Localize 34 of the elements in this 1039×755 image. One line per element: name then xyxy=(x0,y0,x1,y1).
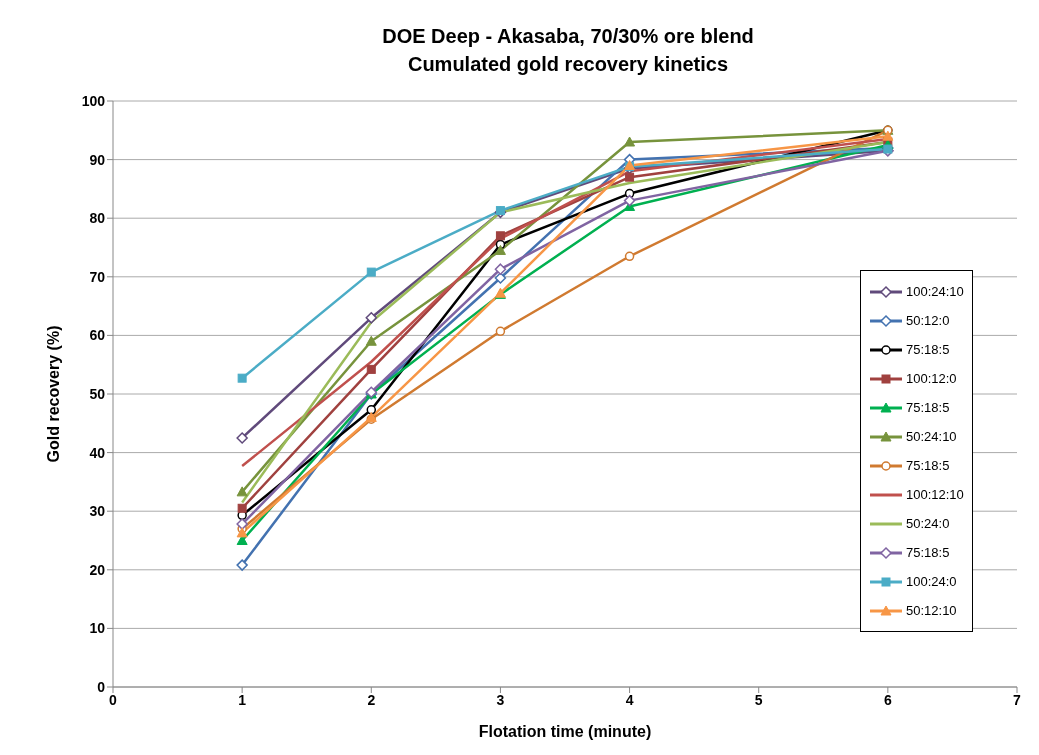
y-tick-label: 30 xyxy=(89,503,106,520)
legend-label: 100:12:0 xyxy=(906,371,957,386)
x-tick-label: 2 xyxy=(367,691,376,708)
legend-label: 75:18:5 xyxy=(906,400,950,415)
legend-label: 100:24:10 xyxy=(906,284,964,299)
legend-label: 50:12:0 xyxy=(906,313,950,328)
y-tick-label: 40 xyxy=(89,444,106,461)
x-tick-label: 4 xyxy=(625,691,634,708)
y-tick-label: 80 xyxy=(89,210,106,227)
legend-label: 75:18:5 xyxy=(906,458,950,473)
x-tick-label: 5 xyxy=(754,691,763,708)
y-tick-label: 0 xyxy=(97,678,106,695)
y-axis-title: Gold recovery (%) xyxy=(44,325,62,463)
y-tick-label: 10 xyxy=(89,620,106,637)
legend-label: 50:12:10 xyxy=(906,603,957,618)
x-tick-label: 3 xyxy=(496,691,505,708)
y-tick-label: 50 xyxy=(89,385,106,402)
x-tick-label: 7 xyxy=(1013,691,1022,708)
y-tick-label: 20 xyxy=(89,561,106,578)
legend-label: 50:24:0 xyxy=(906,516,950,531)
y-tick-label: 70 xyxy=(89,268,106,285)
legend-label: 50:24:10 xyxy=(906,429,957,444)
x-tick-label: 1 xyxy=(238,691,247,708)
legend-label: 75:18:5 xyxy=(906,545,950,560)
legend-label: 100:24:0 xyxy=(906,574,957,589)
x-tick-label: 0 xyxy=(109,691,118,708)
chart-title: DOE Deep - Akasaba, 70/30% ore blend Cumulated gold recovery kinetics xyxy=(381,24,755,77)
y-tick-label: 100 xyxy=(81,92,106,109)
legend-label: 100:12:10 xyxy=(906,487,964,502)
y-tick-label: 90 xyxy=(89,151,106,168)
legend-label: 75:18:5 xyxy=(906,342,950,357)
x-tick-label: 6 xyxy=(883,691,892,708)
y-tick-label: 60 xyxy=(89,327,106,344)
x-axis-title: Flotation time (minute) xyxy=(478,723,652,740)
